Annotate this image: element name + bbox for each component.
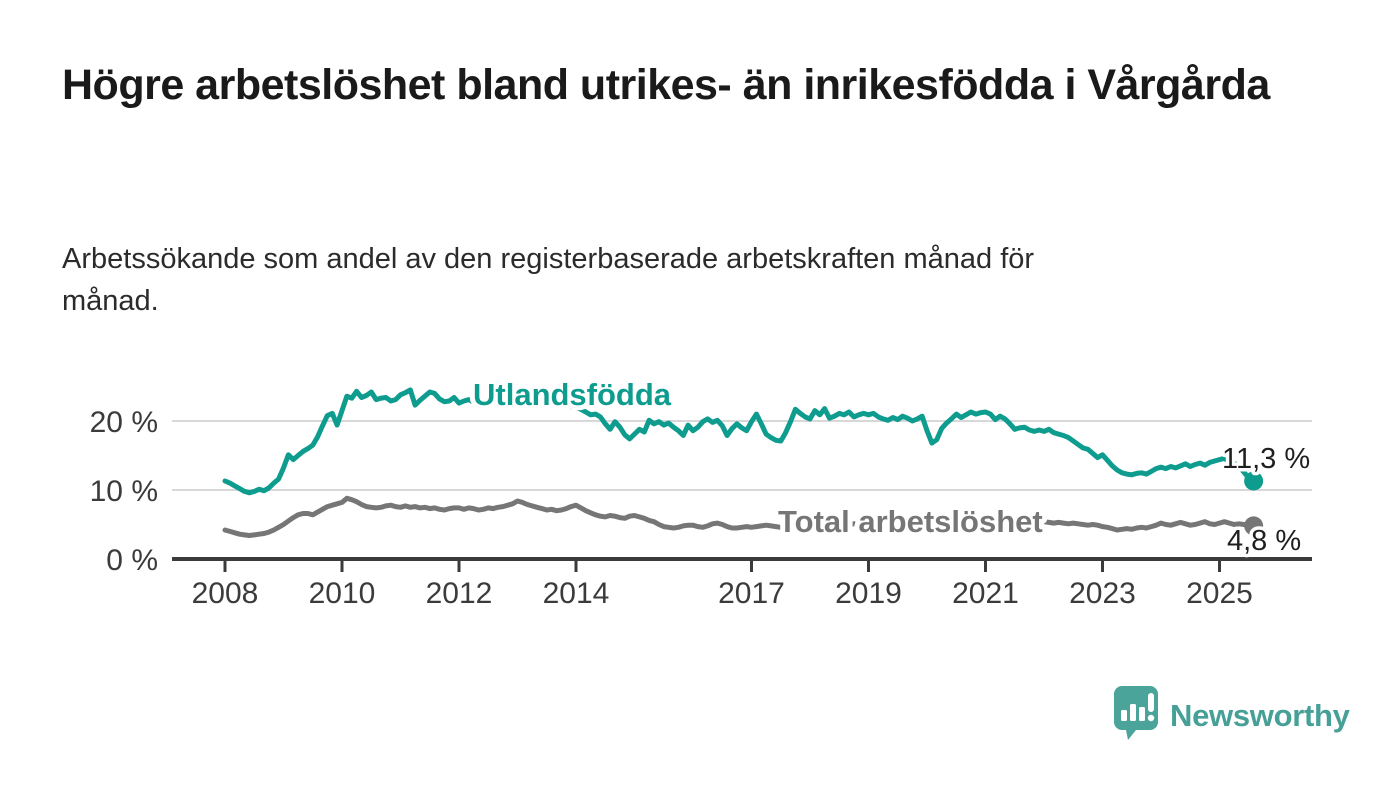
newsworthy-logo-icon bbox=[1112, 684, 1160, 747]
newsworthy-wordmark: Newsworthy bbox=[1170, 697, 1350, 733]
series-label-total-arbetsloshet: Total arbetslöshet bbox=[778, 504, 1043, 539]
x-tick-label-2014: 2014 bbox=[543, 577, 610, 610]
x-tick-label-2010: 2010 bbox=[309, 577, 376, 610]
end-value-label-total-arbetsloshet: 4,8 % bbox=[1227, 525, 1301, 557]
series-end-dot-0 bbox=[1244, 471, 1264, 491]
series-lines bbox=[222, 387, 1257, 538]
x-axis-tick-labels: 2008 2010 2012 2014 2017 2019 2021 2023 2025 bbox=[192, 577, 1253, 610]
series-line-1 bbox=[222, 495, 1257, 538]
gridlines bbox=[172, 420, 1312, 491]
page-subtitle: Arbetssökande som andel av den registerb… bbox=[62, 243, 1035, 318]
series-end-dot-1 bbox=[1244, 516, 1264, 536]
x-tick-label-2008: 2008 bbox=[192, 577, 259, 610]
series-label-utlandsfodda: Utlandsfödda bbox=[473, 377, 672, 412]
y-tick-label-20: 20 % bbox=[90, 406, 158, 439]
page-title: Högre arbetslöshet bland utrikes- än inr… bbox=[62, 61, 1270, 109]
series-line-0 bbox=[222, 387, 1257, 496]
end-value-label-utlandsfodda: 11,3 % bbox=[1222, 443, 1310, 475]
x-tick-label-2021: 2021 bbox=[952, 577, 1019, 610]
y-tick-label-0: 0 % bbox=[106, 544, 158, 577]
x-tick-label-2017: 2017 bbox=[718, 577, 785, 610]
series-end-dots bbox=[1244, 471, 1264, 536]
x-tick-label-2012: 2012 bbox=[426, 577, 493, 610]
x-tick-label-2019: 2019 bbox=[835, 577, 902, 610]
x-tick-label-2025: 2025 bbox=[1186, 577, 1253, 610]
newsworthy-brand: Newsworthy bbox=[1112, 684, 1350, 747]
x-axis-tick-marks bbox=[223, 559, 1221, 572]
y-axis-tick-labels: 0 % 10 % 20 % bbox=[90, 406, 158, 577]
x-tick-label-2023: 2023 bbox=[1069, 577, 1136, 610]
y-tick-label-10: 10 % bbox=[90, 475, 158, 508]
